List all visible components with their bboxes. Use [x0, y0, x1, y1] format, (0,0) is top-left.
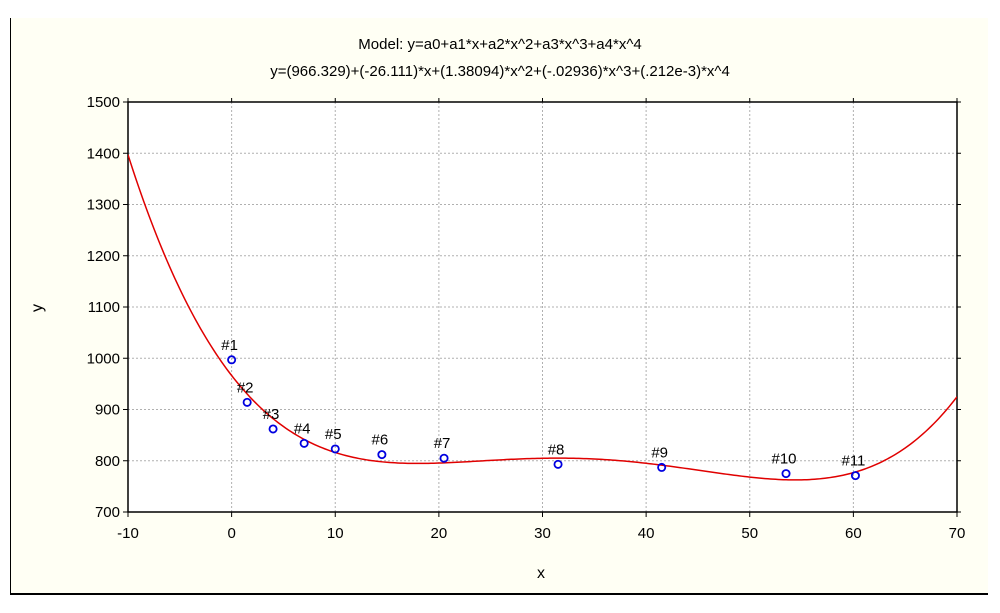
- fit-curve: [128, 154, 957, 481]
- data-point: [242, 397, 252, 407]
- data-point-label: #9: [651, 444, 668, 461]
- x-tick-label: 70: [949, 525, 966, 542]
- x-tick-label: 20: [431, 525, 448, 542]
- data-point-label: #10: [772, 451, 797, 468]
- data-point-label: #7: [434, 435, 451, 452]
- points-layer: [227, 355, 860, 481]
- data-point-label: #4: [294, 420, 311, 437]
- y-tick-label: 900: [95, 402, 120, 419]
- x-tick-label: 50: [741, 525, 758, 542]
- data-point-label: #1: [221, 337, 238, 354]
- data-point: [850, 471, 860, 481]
- data-point: [657, 462, 667, 472]
- grid-layer: [128, 102, 957, 512]
- data-point: [781, 469, 791, 479]
- x-tick-label: 40: [638, 525, 655, 542]
- y-axis-title: y: [29, 304, 46, 312]
- chart-subtitle: y=(966.329)+(-26.111)*x+(1.38094)*x^2+(-…: [270, 63, 730, 80]
- data-point: [377, 450, 387, 460]
- y-tick-label: 700: [95, 504, 120, 521]
- data-point-label: #8: [548, 441, 565, 458]
- data-point: [553, 459, 563, 469]
- x-axis-title: x: [537, 565, 545, 582]
- data-point-label: #5: [325, 426, 342, 443]
- curve-layer: [128, 154, 957, 481]
- data-point: [299, 438, 309, 448]
- data-point: [330, 444, 340, 454]
- x-tick-label: 60: [845, 525, 862, 542]
- chart-title: Model: y=a0+a1*x+a2*x^2+a3*x^3+a4*x^4: [358, 36, 642, 53]
- data-point-label: #6: [372, 432, 389, 449]
- y-tick-label: 800: [95, 453, 120, 470]
- y-tick-label: 1100: [88, 299, 120, 316]
- y-tick-label: 1500: [87, 94, 120, 111]
- data-point-label: #2: [237, 379, 254, 396]
- data-point: [227, 355, 237, 365]
- x-tick-label: 10: [327, 525, 344, 542]
- y-tick-label: 1400: [87, 145, 120, 162]
- data-point: [268, 424, 278, 434]
- axes-layer: -10 0 10 20 30 40 50 60 70 700 800 900 1000 1100 1200 1…: [87, 94, 966, 542]
- labels-layer: #1 #2 #3 #4 #5 #6 #7 #8 #9 #10 #11: [221, 337, 865, 470]
- y-tick-label: 1300: [87, 197, 120, 214]
- x-tick-label: 30: [534, 525, 551, 542]
- y-tick-label: 1000: [87, 350, 120, 367]
- x-tick-label: 0: [227, 525, 235, 542]
- data-point-label: #3: [263, 406, 280, 423]
- data-point-label: #11: [841, 453, 865, 470]
- y-tick-label: 1200: [87, 248, 120, 265]
- data-point: [439, 453, 449, 463]
- x-tick-label: -10: [117, 525, 139, 542]
